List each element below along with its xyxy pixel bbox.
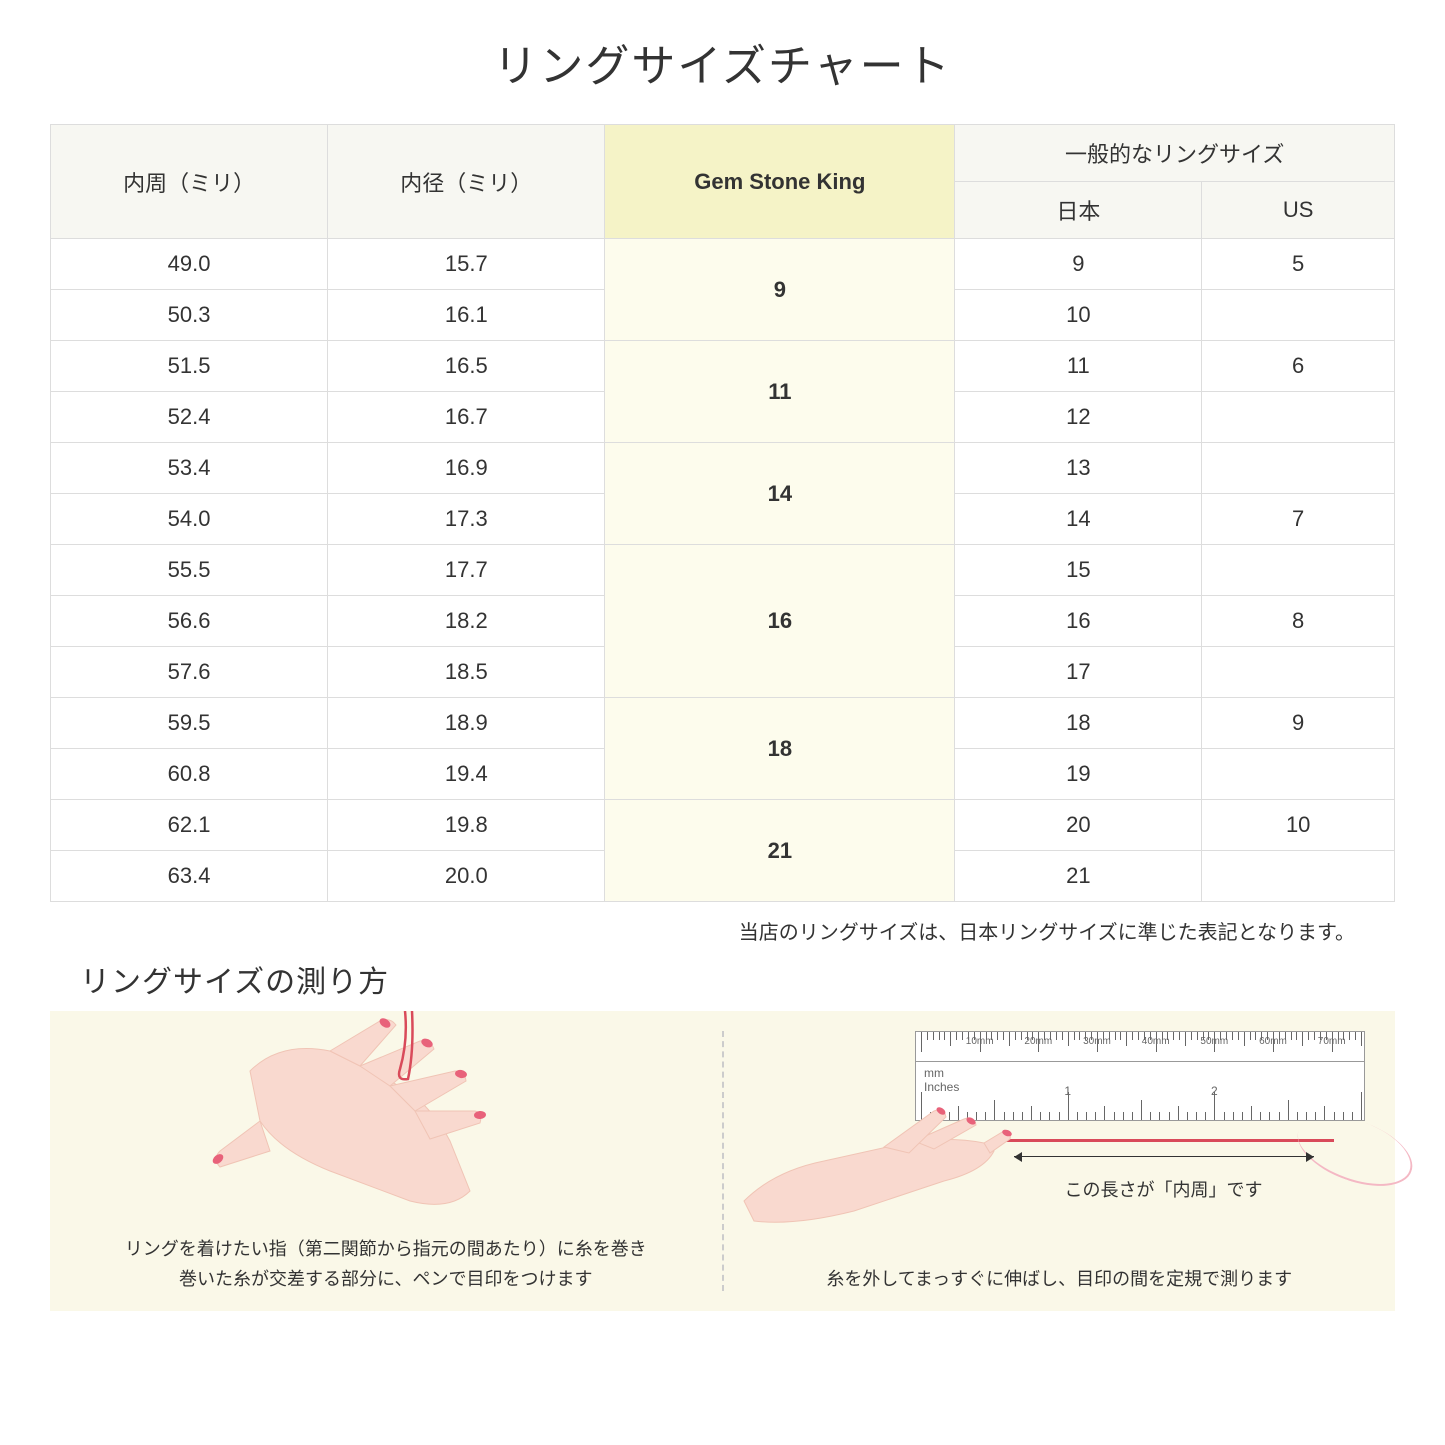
cell-us: 9 xyxy=(1202,698,1395,749)
col-us: US xyxy=(1202,182,1395,239)
howto-caption-2: 糸を外してまっすぐに伸ばし、目印の間を定規で測ります xyxy=(724,1264,1396,1295)
cell-japan: 13 xyxy=(955,443,1202,494)
howto-step-1: リングを着けたい指（第二関節から指元の間あたり）に糸を巻き 巻いた糸が交差する部… xyxy=(50,1011,722,1311)
cell-japan: 19 xyxy=(955,749,1202,800)
col-common: 一般的なリングサイズ xyxy=(955,125,1395,182)
cell-us xyxy=(1202,851,1395,902)
cell-circumference: 55.5 xyxy=(51,545,328,596)
col-japan: 日本 xyxy=(955,182,1202,239)
cell-circumference: 54.0 xyxy=(51,494,328,545)
cell-diameter: 17.3 xyxy=(328,494,605,545)
cell-japan: 12 xyxy=(955,392,1202,443)
cell-circumference: 63.4 xyxy=(51,851,328,902)
cell-japan: 9 xyxy=(955,239,1202,290)
cell-diameter: 20.0 xyxy=(328,851,605,902)
cell-circumference: 50.3 xyxy=(51,290,328,341)
ring-size-table: 内周（ミリ） 内径（ミリ） Gem Stone King 一般的なリングサイズ … xyxy=(50,124,1395,902)
cell-gsk: 9 xyxy=(605,239,955,341)
cell-diameter: 19.8 xyxy=(328,800,605,851)
howto-step-2: 10mm20mm30mm40mm50mm60mm70mm mm Inches 1… xyxy=(724,1011,1396,1311)
ruler-in-mark: 2 xyxy=(1211,1084,1218,1098)
cell-circumference: 53.4 xyxy=(51,443,328,494)
cell-japan: 20 xyxy=(955,800,1202,851)
ruler-mm-mark: 60mm xyxy=(1259,1036,1287,1047)
cell-diameter: 16.1 xyxy=(328,290,605,341)
table-row: 55.517.71615 xyxy=(51,545,1395,596)
cell-us xyxy=(1202,545,1395,596)
table-row: 49.015.7995 xyxy=(51,239,1395,290)
ruler-mm-mark: 20mm xyxy=(1024,1036,1052,1047)
cell-circumference: 51.5 xyxy=(51,341,328,392)
cell-japan: 17 xyxy=(955,647,1202,698)
cell-diameter: 15.7 xyxy=(328,239,605,290)
cell-gsk: 11 xyxy=(605,341,955,443)
cell-gsk: 14 xyxy=(605,443,955,545)
ruler-mm-mark: 40mm xyxy=(1142,1036,1170,1047)
cell-circumference: 57.6 xyxy=(51,647,328,698)
cell-japan: 15 xyxy=(955,545,1202,596)
cell-circumference: 59.5 xyxy=(51,698,328,749)
cell-us: 8 xyxy=(1202,596,1395,647)
cell-circumference: 52.4 xyxy=(51,392,328,443)
cell-us xyxy=(1202,647,1395,698)
howto-title: リングサイズの測り方 xyxy=(80,957,1395,1001)
cell-circumference: 60.8 xyxy=(51,749,328,800)
ruler-in-mark: 1 xyxy=(1064,1084,1071,1098)
cell-japan: 14 xyxy=(955,494,1202,545)
howto-panel: リングを着けたい指（第二関節から指元の間あたり）に糸を巻き 巻いた糸が交差する部… xyxy=(50,1011,1395,1311)
ruler-mm-mark: 30mm xyxy=(1083,1036,1111,1047)
cell-diameter: 19.4 xyxy=(328,749,605,800)
cell-gsk: 16 xyxy=(605,545,955,698)
cell-us xyxy=(1202,443,1395,494)
cell-us: 5 xyxy=(1202,239,1395,290)
ruler-mm-mark: 70mm xyxy=(1318,1036,1346,1047)
thread-icon xyxy=(1004,1139,1334,1142)
cell-japan: 21 xyxy=(955,851,1202,902)
ruler-mm-mark: 50mm xyxy=(1200,1036,1228,1047)
cell-us: 6 xyxy=(1202,341,1395,392)
cell-gsk: 21 xyxy=(605,800,955,902)
howto-caption-1: リングを着けたい指（第二関節から指元の間あたり）に糸を巻き 巻いた糸が交差する部… xyxy=(50,1234,722,1295)
cell-japan: 16 xyxy=(955,596,1202,647)
cell-circumference: 49.0 xyxy=(51,239,328,290)
cell-diameter: 18.5 xyxy=(328,647,605,698)
cell-circumference: 62.1 xyxy=(51,800,328,851)
cell-japan: 11 xyxy=(955,341,1202,392)
cell-japan: 18 xyxy=(955,698,1202,749)
col-circumference: 内周（ミリ） xyxy=(51,125,328,239)
cell-diameter: 18.9 xyxy=(328,698,605,749)
cell-diameter: 16.9 xyxy=(328,443,605,494)
cell-us: 7 xyxy=(1202,494,1395,545)
table-note: 当店のリングサイズは、日本リングサイズに準じた表記となります。 xyxy=(50,916,1395,945)
cell-us xyxy=(1202,392,1395,443)
page-title: リングサイズチャート xyxy=(50,30,1395,94)
cell-us xyxy=(1202,290,1395,341)
measure-label: この長さが「内周」です xyxy=(1014,1176,1314,1202)
cell-circumference: 56.6 xyxy=(51,596,328,647)
ruler-mm-label: mm xyxy=(924,1066,944,1080)
table-row: 62.119.8212010 xyxy=(51,800,1395,851)
cell-japan: 10 xyxy=(955,290,1202,341)
cell-diameter: 16.5 xyxy=(328,341,605,392)
cell-diameter: 18.2 xyxy=(328,596,605,647)
cell-us: 10 xyxy=(1202,800,1395,851)
hand-wrap-icon xyxy=(190,1011,550,1231)
cell-gsk: 18 xyxy=(605,698,955,800)
table-row: 51.516.511116 xyxy=(51,341,1395,392)
cell-us xyxy=(1202,749,1395,800)
table-row: 53.416.91413 xyxy=(51,443,1395,494)
col-gsk: Gem Stone King xyxy=(605,125,955,239)
table-row: 59.518.918189 xyxy=(51,698,1395,749)
cell-diameter: 16.7 xyxy=(328,392,605,443)
cell-diameter: 17.7 xyxy=(328,545,605,596)
hand-hold-icon xyxy=(734,1081,1014,1241)
col-diameter: 内径（ミリ） xyxy=(328,125,605,239)
ruler-mm-mark: 10mm xyxy=(966,1036,994,1047)
measure-arrow-icon xyxy=(1014,1156,1314,1176)
